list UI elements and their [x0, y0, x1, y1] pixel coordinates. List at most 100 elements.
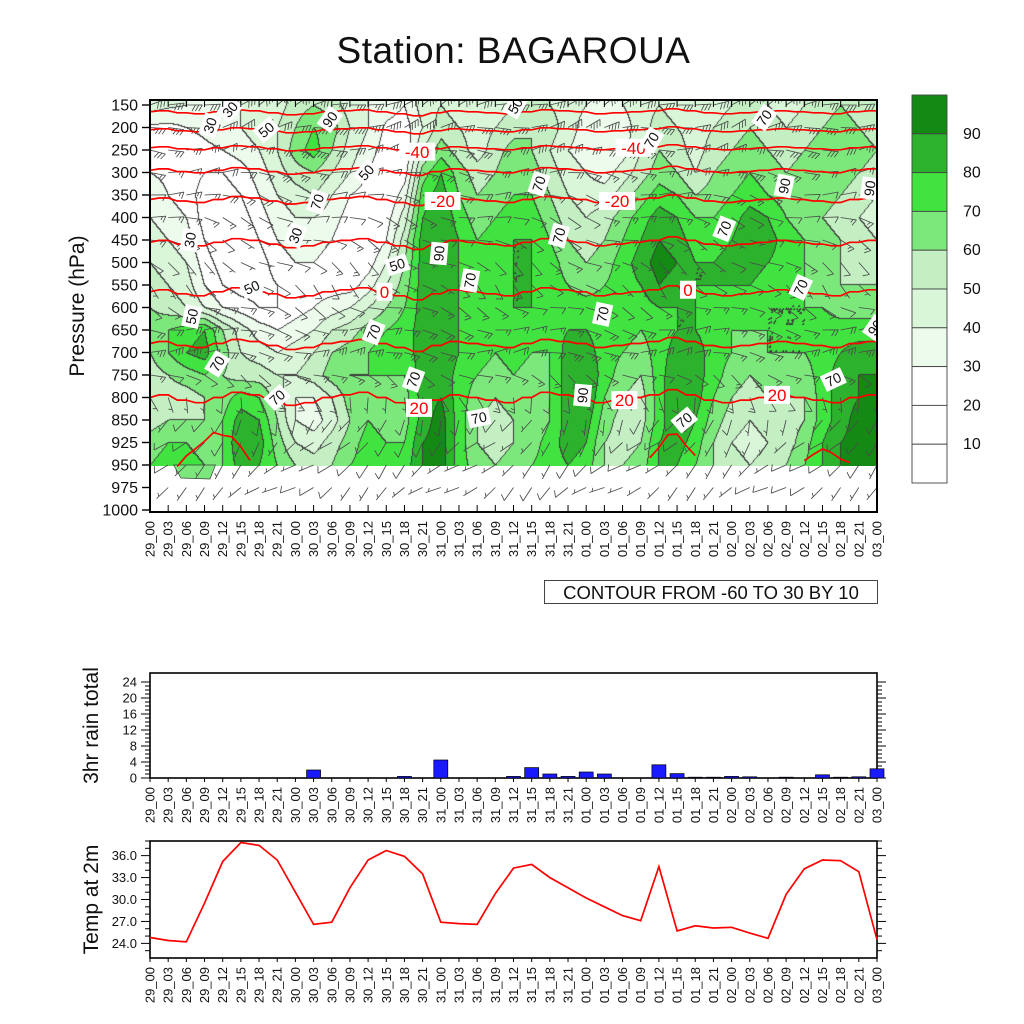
wind-barb — [749, 172, 766, 182]
wind-barb — [393, 442, 405, 458]
wind-barb — [858, 349, 875, 358]
wind-barb — [658, 127, 676, 136]
wind-barb — [599, 419, 605, 436]
temp-contour-line — [150, 194, 877, 207]
rain-bar — [851, 776, 867, 779]
time-label: 31_15 — [524, 787, 539, 823]
time-label: 30_12 — [361, 787, 376, 823]
wind-barb — [640, 349, 657, 358]
wind-barb — [349, 307, 366, 318]
wind-barb — [150, 420, 151, 421]
wind-barb — [222, 374, 235, 389]
wind-barb — [258, 374, 272, 389]
wind-barb — [858, 144, 875, 153]
wind-barb — [368, 103, 385, 111]
pressure-tick-label: 600 — [111, 300, 138, 317]
wind-barb — [374, 442, 387, 457]
wind-barb — [157, 419, 169, 433]
wind-barb — [168, 191, 185, 199]
wind-barb — [367, 217, 384, 229]
wind-barb — [150, 215, 167, 223]
wind-barb — [313, 284, 323, 300]
pressure-tick-label: 250 — [111, 143, 138, 160]
wind-barb — [536, 487, 551, 501]
wind-barb — [522, 464, 533, 479]
wind-barb — [695, 307, 712, 316]
contour-label-box — [573, 383, 593, 407]
time-label: 01_09 — [633, 521, 648, 557]
wind-barb — [567, 100, 583, 107]
wind-barb — [868, 464, 877, 480]
wind-barb — [677, 147, 694, 156]
colorbar-swatch — [911, 404, 948, 445]
wind-barb — [258, 329, 275, 340]
wind-barb — [513, 127, 530, 135]
contour-label-box — [361, 318, 386, 346]
wind-barb — [876, 329, 877, 330]
wind-barb — [754, 464, 769, 474]
wind-barb — [440, 149, 458, 158]
time-label: 01_00 — [579, 787, 594, 823]
cross-section-axes: 1502002503003504004505005506006507007508… — [66, 98, 878, 520]
wind-barb — [440, 121, 457, 132]
wind-barb — [477, 149, 493, 160]
wind-barb — [622, 329, 638, 341]
wind-barb — [313, 127, 330, 135]
pressure-tick-label: 450 — [111, 233, 138, 250]
wind-barb — [804, 149, 821, 160]
wind-barb — [858, 217, 874, 229]
wind-barb — [677, 326, 694, 335]
colorbar-label: 10 — [963, 436, 981, 453]
wind-barb — [749, 307, 766, 318]
time-label: 01_12 — [651, 787, 666, 823]
time-label: 29_21 — [270, 521, 285, 557]
wind-barb — [331, 102, 348, 111]
wind-barb — [386, 327, 403, 335]
humidity-contour-label: 90 — [430, 245, 447, 262]
wind-barb — [251, 442, 260, 458]
time-label: 31_12 — [506, 787, 521, 823]
wind-barb — [349, 326, 367, 334]
wind-barb — [404, 329, 421, 338]
wind-barb — [283, 442, 296, 454]
pressure-tick-label: 400 — [111, 210, 138, 227]
colorbar: 90 80 70 60 50 40 30 20 10 — [911, 94, 981, 484]
time-label: 01_21 — [706, 787, 721, 823]
time-label: 02_18 — [833, 521, 848, 557]
temp-axis-title: Temp at 2m — [80, 845, 103, 955]
time-label: 29_15 — [233, 787, 248, 823]
rain-bar — [506, 776, 521, 779]
wind-barb — [702, 487, 714, 501]
wind-barb — [567, 143, 584, 154]
time-label: 29_00 — [143, 787, 158, 823]
wind-barb — [428, 442, 442, 457]
wind-barb — [258, 172, 275, 182]
wind-barb — [422, 119, 437, 130]
wind-barb — [212, 487, 224, 501]
wind-barb — [240, 217, 255, 230]
wind-barb — [422, 329, 439, 340]
wind-barb — [549, 120, 566, 131]
time-label: 01_18 — [688, 967, 703, 1003]
wind-barb — [524, 397, 533, 414]
wind-barb — [804, 193, 821, 201]
wind-barb — [425, 487, 441, 494]
wind-barb — [168, 149, 185, 158]
time-label: 29_21 — [270, 787, 285, 823]
wind-barb — [622, 307, 635, 321]
time-label: 31_00 — [433, 521, 448, 557]
wind-barb — [567, 172, 585, 180]
wind-barb — [222, 352, 240, 360]
wind-barb — [723, 442, 732, 458]
wind-barb — [477, 349, 494, 357]
time-label: 31_18 — [542, 787, 557, 823]
wind-barb — [251, 419, 260, 437]
wind-barb — [695, 325, 712, 334]
colorbar-label: 80 — [963, 165, 981, 182]
wind-barb — [604, 217, 621, 227]
wind-barb — [662, 442, 678, 452]
pressure-axis-title: Pressure (hPa) — [66, 235, 89, 376]
wind-barb — [790, 442, 805, 452]
wind-barb — [695, 103, 712, 111]
time-label: 30_00 — [288, 521, 303, 557]
